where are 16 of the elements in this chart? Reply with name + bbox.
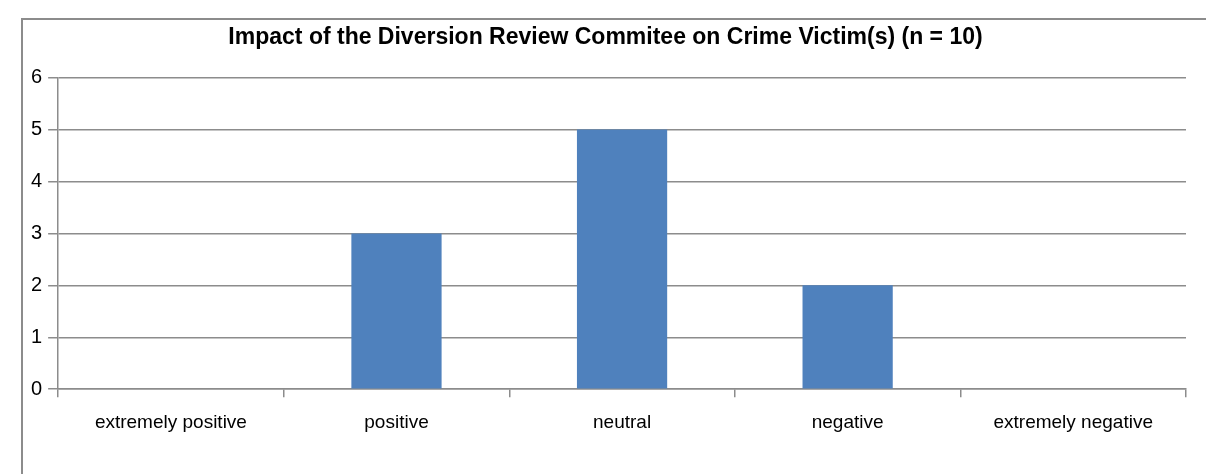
y-tick-label: 6 — [31, 65, 43, 88]
chart-title: Impact of the Diversion Review Commitee on Crime Victim(s) (n = 10) — [228, 23, 983, 50]
bar — [802, 285, 893, 389]
x-tick-label: positive — [364, 410, 429, 432]
y-tick-label: 0 — [31, 376, 43, 399]
y-tick-label: 4 — [31, 168, 43, 191]
y-tick-label: 3 — [31, 220, 43, 243]
x-tick-label: extremely positive — [94, 410, 247, 432]
x-tick-label: extremely negative — [993, 410, 1153, 432]
y-tick-label: 2 — [31, 272, 43, 295]
y-tick-label: 5 — [31, 117, 43, 140]
bar — [576, 129, 668, 389]
y-tick-label: 1 — [31, 324, 43, 347]
x-tick-label: neutral — [593, 410, 652, 432]
x-tick-label: negative — [811, 410, 884, 432]
bar — [351, 233, 442, 389]
